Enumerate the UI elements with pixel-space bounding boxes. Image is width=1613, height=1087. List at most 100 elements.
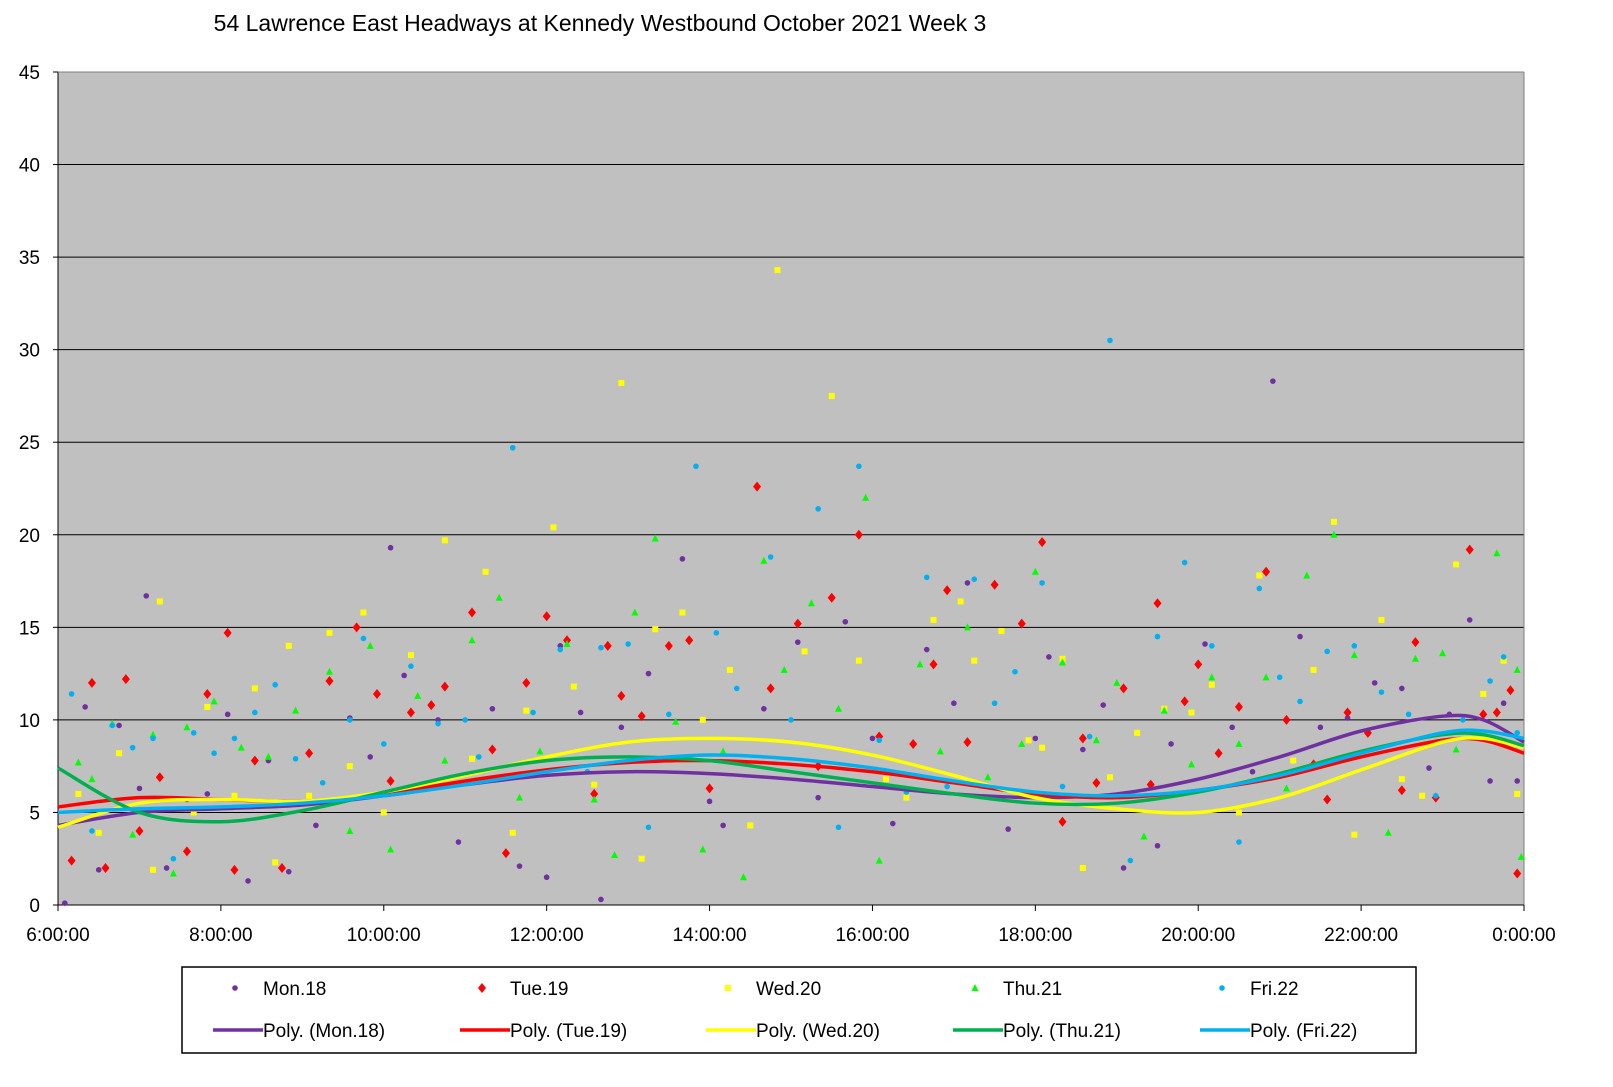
data-point — [1249, 768, 1256, 775]
data-point — [1324, 648, 1330, 655]
data-point — [598, 896, 604, 903]
data-point — [1120, 865, 1127, 871]
data-point — [523, 707, 530, 714]
legend-marker — [1219, 985, 1225, 991]
y-tick-label: 15 — [19, 618, 40, 639]
data-point — [509, 829, 516, 836]
data-point — [61, 900, 68, 906]
data-point — [672, 717, 680, 725]
data-point — [1351, 643, 1358, 649]
data-point — [1399, 685, 1405, 692]
data-point — [67, 855, 76, 866]
data-point — [720, 822, 726, 829]
legend-label: Poly. (Thu.21) — [1003, 1021, 1121, 1042]
data-point — [455, 839, 462, 845]
data-point — [129, 744, 136, 751]
data-point — [183, 723, 191, 731]
data-point — [1317, 724, 1324, 731]
data-point — [313, 822, 319, 829]
data-point — [360, 609, 367, 616]
data-point — [468, 636, 476, 644]
data-point — [522, 677, 531, 688]
data-point — [1134, 729, 1141, 736]
data-point — [1202, 641, 1208, 647]
data-point — [1058, 658, 1066, 666]
data-point — [1513, 665, 1521, 673]
data-point — [1350, 651, 1358, 659]
data-point — [543, 874, 550, 881]
data-point — [591, 781, 598, 788]
data-point — [325, 667, 333, 675]
data-point — [1078, 733, 1087, 744]
data-point — [929, 659, 938, 670]
legend-label: Fri.22 — [1250, 979, 1299, 1000]
data-point — [963, 623, 971, 631]
legend-marker — [971, 984, 979, 991]
data-point — [842, 618, 849, 625]
data-point — [964, 580, 971, 586]
data-point — [204, 791, 211, 797]
data-point — [984, 773, 992, 781]
data-point — [149, 730, 157, 738]
data-point — [306, 792, 313, 799]
data-point — [1466, 617, 1473, 623]
series-mon-18 — [61, 378, 1521, 906]
data-point — [611, 851, 619, 859]
data-point — [408, 663, 414, 670]
data-point — [223, 627, 232, 638]
data-point — [516, 863, 523, 869]
data-point — [645, 824, 652, 831]
data-point — [272, 681, 278, 688]
data-point — [1153, 598, 1162, 609]
data-point — [367, 754, 374, 760]
data-point — [285, 642, 292, 649]
data-point — [1079, 864, 1086, 871]
data-point — [1256, 572, 1263, 579]
data-point — [469, 755, 476, 762]
data-point — [468, 607, 477, 618]
data-point — [1405, 711, 1412, 718]
data-point — [401, 672, 407, 679]
data-point — [625, 641, 631, 647]
data-point — [807, 599, 815, 607]
data-point — [1378, 616, 1385, 623]
data-point — [990, 579, 999, 590]
data-point — [631, 608, 639, 616]
y-tick-label: 25 — [19, 433, 40, 454]
data-point — [563, 639, 571, 647]
data-point — [577, 709, 584, 716]
data-point — [876, 737, 883, 744]
data-point — [1032, 735, 1039, 742]
data-point — [1343, 707, 1352, 718]
data-point — [883, 776, 890, 783]
data-point — [252, 709, 258, 716]
data-point — [664, 640, 673, 651]
legend-marker — [232, 985, 238, 991]
data-point — [1282, 784, 1290, 792]
series-wed-20 — [75, 267, 1521, 873]
data-point — [1297, 633, 1303, 640]
data-point — [1384, 828, 1392, 836]
data-point — [856, 463, 862, 470]
data-point — [1187, 760, 1195, 768]
data-point — [352, 622, 361, 633]
x-tick-label: 14:00:00 — [673, 925, 747, 946]
trendline-poly-thu-21- — [57, 731, 1525, 824]
data-point — [482, 568, 489, 575]
data-point — [1113, 678, 1121, 686]
data-point — [1194, 659, 1203, 670]
data-point — [109, 722, 116, 729]
data-point — [1411, 654, 1419, 662]
data-point — [1432, 792, 1439, 799]
data-point — [618, 379, 625, 386]
data-point — [1297, 698, 1303, 705]
data-point — [210, 697, 218, 705]
data-point — [828, 392, 835, 399]
y-tick-label: 0 — [29, 896, 40, 917]
data-point — [150, 735, 156, 742]
data-point — [1330, 530, 1338, 538]
data-point — [495, 593, 503, 601]
data-point — [909, 738, 918, 749]
data-point — [475, 754, 482, 760]
data-point — [1303, 571, 1311, 579]
